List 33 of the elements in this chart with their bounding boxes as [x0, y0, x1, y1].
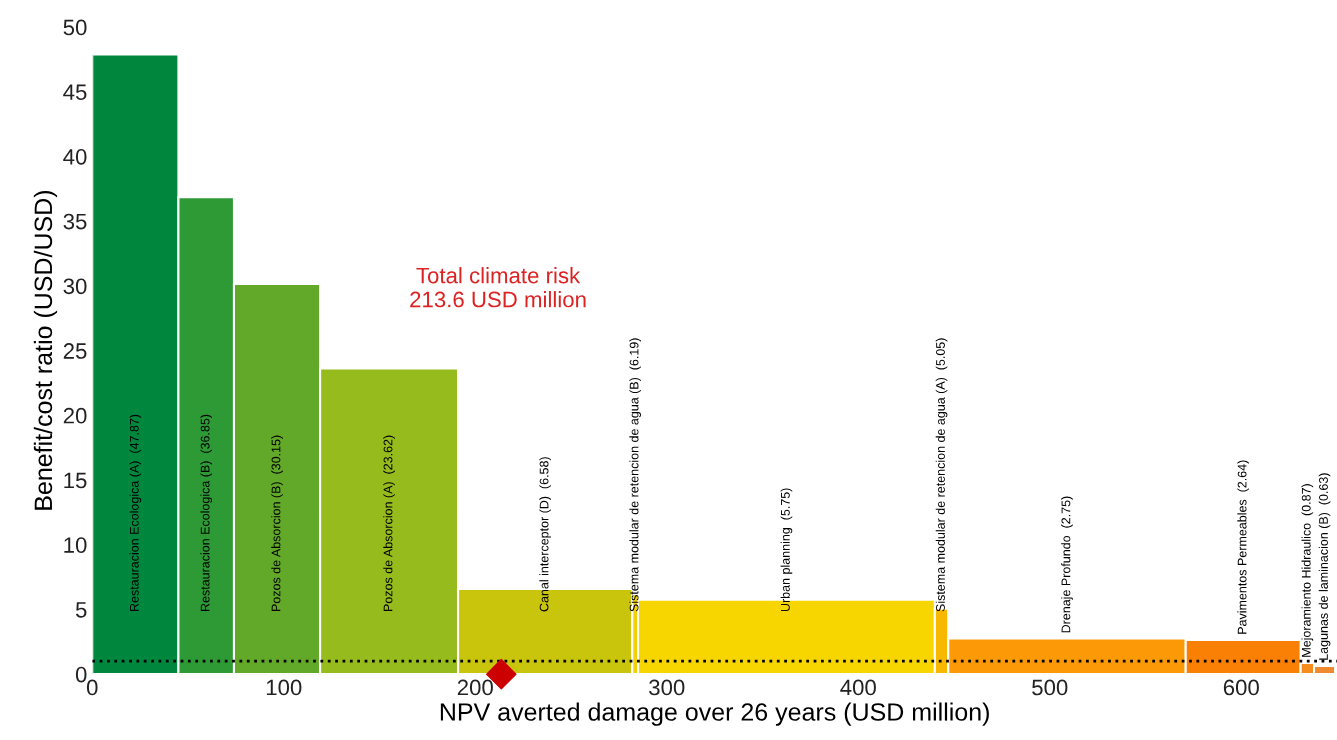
x-tick-label: 400 — [840, 679, 876, 696]
x-tick-label: 0 — [86, 679, 98, 696]
y-tick-label: 35 — [63, 213, 87, 230]
y-tick-label: 0 — [75, 666, 87, 683]
x-tick-label: 500 — [1032, 679, 1068, 696]
annotation: Total climate risk 213.6 USD million — [410, 267, 586, 308]
y-tick-label: 40 — [63, 148, 87, 165]
data-label: Restauracion Ecologica (A) (47.87) — [129, 414, 142, 611]
data-label: Lagunas de laminacion (B) (0.63) — [1318, 473, 1331, 660]
data-label: Pozos de Absorcion (A) (23.62) — [383, 435, 395, 611]
y-axis-title: Benefit/cost ratio (USD/USD) — [33, 190, 58, 510]
data-label: Pavimentos Permeables (2.64) — [1237, 460, 1249, 634]
data-label: Mejoramiento Hidraulico (0.87) — [1301, 484, 1314, 657]
y-tick-label: 5 — [75, 602, 87, 618]
y-tick-label: 50 — [63, 19, 87, 36]
data-label: Canal interceptor (D) (6.58) — [539, 457, 551, 612]
x-axis-title: NPV averted damage over 26 years (USD million) — [440, 702, 989, 726]
data-label: Pozos de Absorcion (B) (30.15) — [271, 435, 283, 611]
x-tick-label: 300 — [649, 679, 685, 696]
x-tick-label: 100 — [266, 679, 302, 696]
y-tick-label: 15 — [64, 472, 87, 489]
y-tick-label: 45 — [63, 84, 87, 100]
y-tick-label: 10 — [64, 537, 87, 553]
x-tick-label: 200 — [457, 679, 493, 696]
y-tick-label: 30 — [63, 278, 87, 295]
y-tick-label: 20 — [63, 407, 87, 424]
data-label: Urban planning (5.75) — [780, 488, 793, 612]
data-label: Restauracion Ecologica (B) (36.85) — [200, 414, 213, 611]
y-tick-label: 25 — [63, 343, 87, 359]
data-label: Sistema modular de retencion de agua (A) (5.05) — [935, 338, 948, 612]
x-tick-label: 600 — [1223, 679, 1259, 696]
data-label: Sistema modular de retencion de agua (B) (6.19) — [629, 338, 641, 612]
data-label: Drenaje Profundo (2.75) — [1061, 496, 1073, 633]
